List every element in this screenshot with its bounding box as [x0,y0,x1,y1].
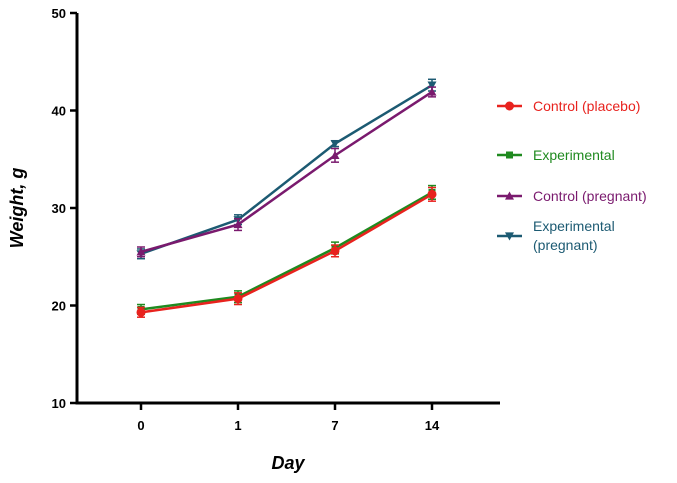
data-point-2-2 [330,150,340,159]
y-tick-label-20: 20 [52,299,66,314]
legend-entry-2: Control (pregnant) [497,188,647,204]
series-0 [136,186,437,318]
series-2 [136,86,437,258]
y-tick-label-40: 40 [52,104,66,119]
legend-entry-3: Experimental (pregnant) [497,218,615,253]
series-layer [136,78,437,318]
legend-label-1: Experimental [533,147,615,163]
data-point-0-1 [233,294,243,304]
x-tick-label-14: 14 [425,418,440,433]
series-line-0 [140,193,433,314]
data-point-3-3 [427,81,437,90]
y-tick-label-50: 50 [52,6,66,21]
data-point-0-2 [330,246,340,256]
legend-label-3-line-0: Experimental [533,218,615,234]
x-tick-label-0: 0 [137,418,144,433]
legend-marker-0 [505,101,514,111]
data-point-3-2 [330,140,340,149]
series-line-2 [140,90,433,254]
legend-entry-0: Control (placebo) [497,98,640,114]
data-point-0-3 [427,189,437,199]
data-point-2-0 [136,247,146,256]
legend-label-0: Control (placebo) [533,98,640,114]
data-point-2-1 [233,220,243,229]
x-axis-title: Day [271,453,305,473]
legend-marker-1 [506,151,513,159]
data-point-0-0 [136,307,146,317]
legend: Control (placebo) Experimental Control (pr… [497,98,647,253]
axes: 10 20 30 40 50 0 1 7 14 Day Weight, g [7,6,500,473]
series-line-3 [140,84,433,256]
legend-entry-1: Experimental [497,147,615,163]
y-axis-title: Weight, g [7,168,27,249]
y-tick-label-10: 10 [52,396,66,411]
series-line-1 [140,191,433,311]
x-tick-label-7: 7 [331,418,338,433]
x-tick-label-1: 1 [234,418,241,433]
legend-marker-3 [505,232,514,241]
legend-marker-2 [505,191,514,200]
data-point-2-3 [427,87,437,96]
series-3 [136,78,437,260]
legend-label-2: Control (pregnant) [533,188,647,204]
series-1 [137,184,436,316]
legend-label-3-line-1: (pregnant) [533,237,598,253]
y-tick-label-30: 30 [52,201,66,216]
